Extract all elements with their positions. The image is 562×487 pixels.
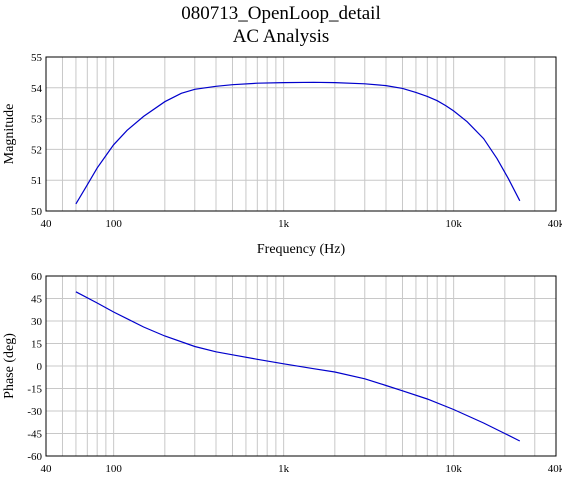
plot-frame — [45, 56, 557, 212]
x-axis-label: Frequency (Hz) — [257, 242, 346, 257]
y-tick-label: 45 — [31, 294, 43, 306]
x-tick-label: 10k — [445, 218, 462, 230]
x-tick-label: 100 — [105, 463, 122, 475]
y-tick-label: -30 — [27, 406, 42, 418]
y-tick-label: 55 — [31, 52, 43, 64]
x-tick-label: 1k — [278, 463, 290, 475]
y-tick-label: 52 — [31, 144, 42, 156]
y-tick-label: 51 — [31, 175, 42, 187]
y-tick-label: -45 — [27, 429, 42, 441]
plot-frame — [45, 275, 557, 457]
y-tick-label: 54 — [31, 83, 43, 95]
x-tick-label: 40 — [41, 218, 53, 230]
y-axis-label: Magnitude — [2, 104, 17, 165]
phase-plot: -60 -45 -30 -15 0 15 30 45 60 40 100 1k 10k 40k Phase … — [2, 271, 562, 475]
y-tick-label: 60 — [31, 271, 43, 283]
chart-title-line1: 080713_OpenLoop_detail — [181, 3, 380, 24]
x-tick-label: 40k — [548, 218, 562, 230]
y-tick-label: -60 — [27, 451, 42, 463]
y-tick-label: 0 — [37, 361, 43, 373]
x-tick-label: 100 — [105, 218, 122, 230]
y-tick-label: 15 — [31, 339, 43, 351]
x-tick-label: 40 — [41, 463, 53, 475]
x-tick-label: 40k — [548, 463, 562, 475]
y-tick-label: 30 — [31, 316, 43, 328]
series-line — [75, 81, 521, 205]
x-tick-label: 1k — [278, 218, 290, 230]
y-tick-label: -15 — [27, 384, 42, 396]
y-axis-label: Phase (deg) — [2, 333, 17, 399]
magnitude-plot: 50 51 52 53 54 55 40 100 1k 10k 40k Frequency (Hz) M… — [2, 52, 562, 257]
series-line — [75, 291, 521, 442]
chart-title-line2: AC Analysis — [233, 26, 330, 47]
y-tick-label: 50 — [31, 206, 43, 218]
x-tick-label: 10k — [445, 463, 462, 475]
y-tick-label: 53 — [31, 114, 43, 126]
